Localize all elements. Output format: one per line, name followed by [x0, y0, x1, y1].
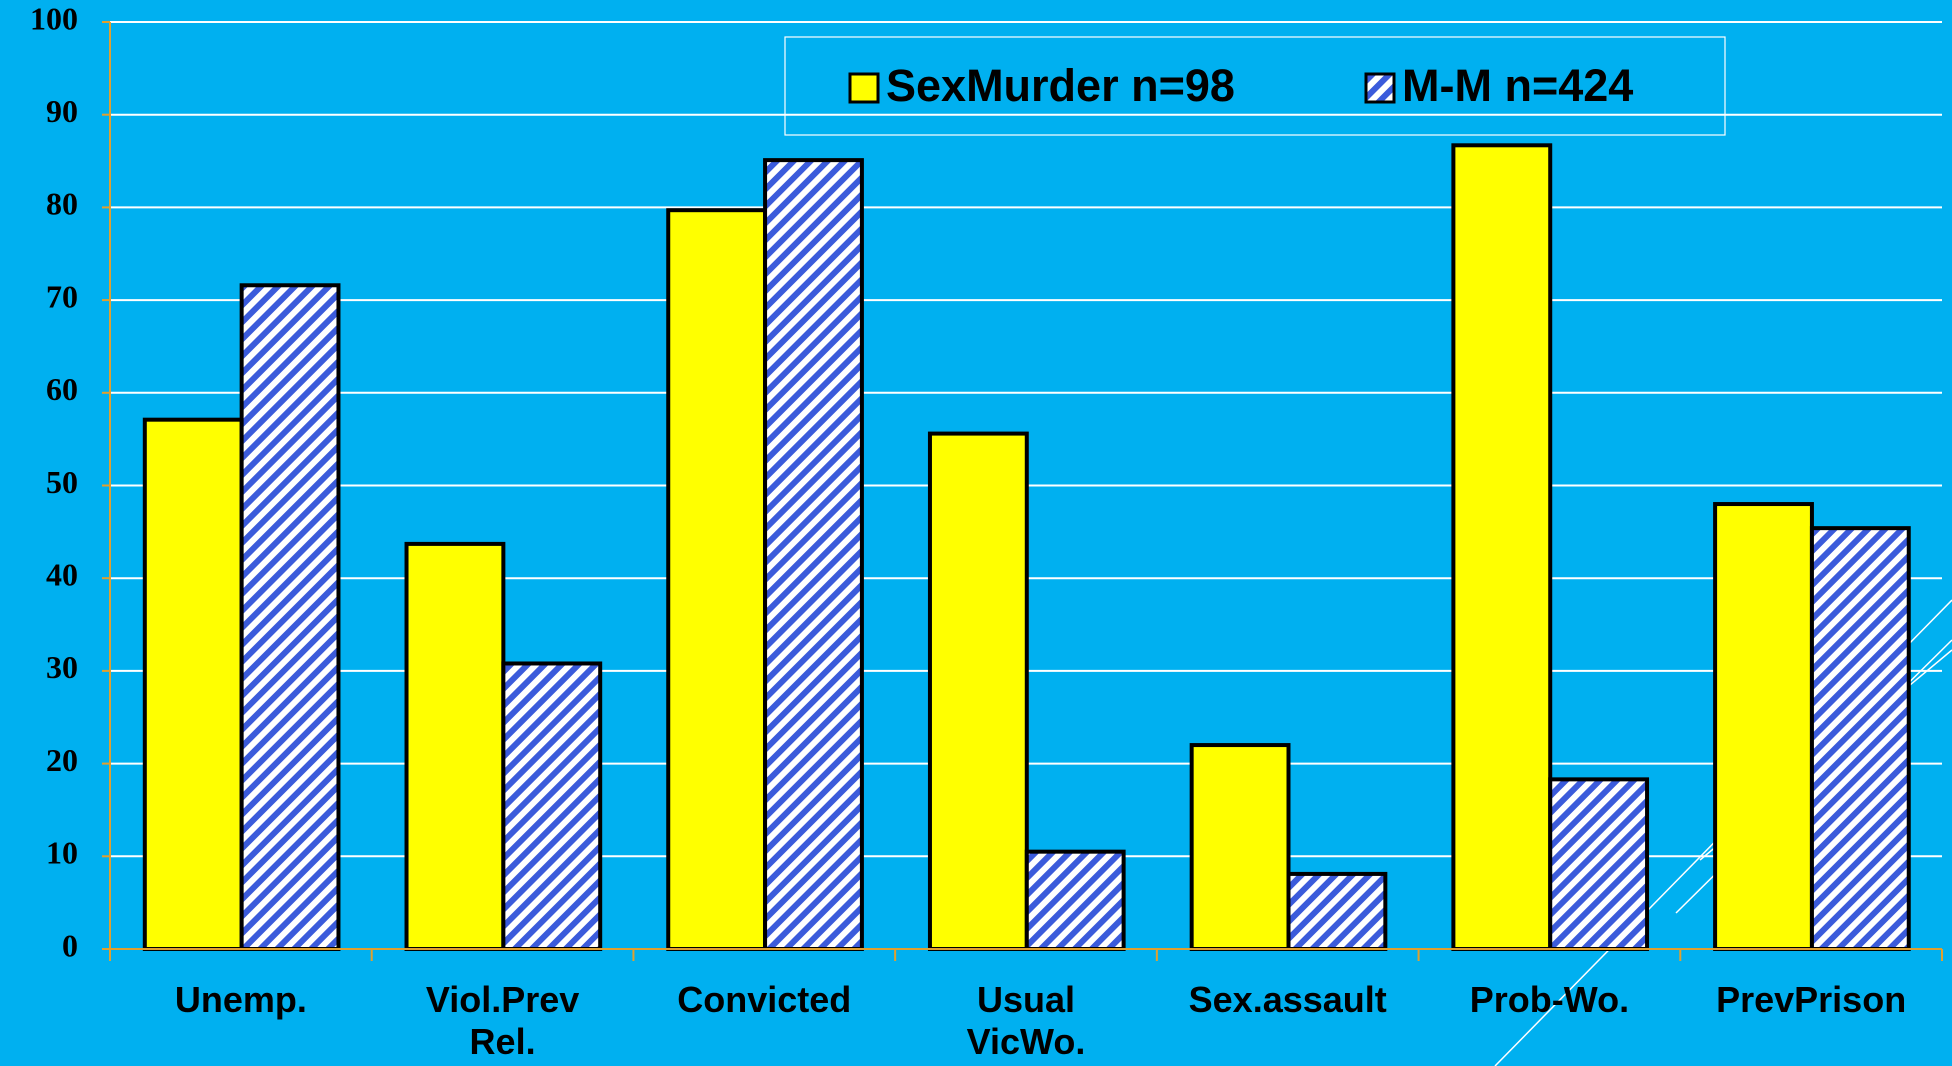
bar — [404, 541, 506, 951]
legend-swatch — [848, 72, 880, 104]
bar — [1451, 143, 1553, 951]
bar — [142, 417, 244, 952]
bar — [1713, 502, 1814, 951]
y-tick-label: 60 — [46, 371, 78, 407]
y-tick-label: 70 — [46, 278, 78, 314]
legend-label: M-M n=424 — [1402, 60, 1633, 111]
x-tick-label: Prob-Wo. — [1469, 979, 1630, 1020]
legend-label: SexMurder n=98 — [886, 60, 1235, 111]
y-tick-label: 90 — [46, 93, 78, 129]
x-tick-label: Convicted — [677, 979, 852, 1020]
legend-box — [784, 36, 1726, 136]
y-tick-label: 50 — [46, 464, 78, 500]
y-tick-label: 100 — [30, 0, 78, 36]
x-tick-label: Usual VicWo. — [966, 979, 1086, 1062]
bar — [501, 661, 603, 951]
bar — [927, 431, 1029, 951]
bar — [763, 158, 864, 952]
legend-swatch — [1364, 72, 1396, 104]
bar — [1024, 849, 1126, 951]
y-tick-label: 80 — [46, 186, 78, 222]
bar — [239, 283, 341, 951]
y-tick-label: 20 — [46, 742, 78, 778]
x-tick-label: PrevPrison — [1716, 979, 1907, 1020]
bar — [1809, 526, 1911, 952]
y-tick-label: 0 — [62, 927, 78, 963]
x-tick-label: Viol.Prev Rel. — [425, 979, 580, 1062]
bar — [1286, 871, 1388, 952]
x-tick-label: Unemp. — [174, 979, 307, 1020]
y-tick-label: 40 — [46, 557, 78, 593]
x-tick-label: Sex.assault — [1188, 979, 1387, 1020]
y-tick-label: 10 — [46, 835, 78, 871]
y-tick-label: 30 — [46, 649, 78, 685]
bar — [1548, 777, 1650, 952]
bar — [1189, 743, 1291, 951]
bar — [666, 208, 768, 951]
